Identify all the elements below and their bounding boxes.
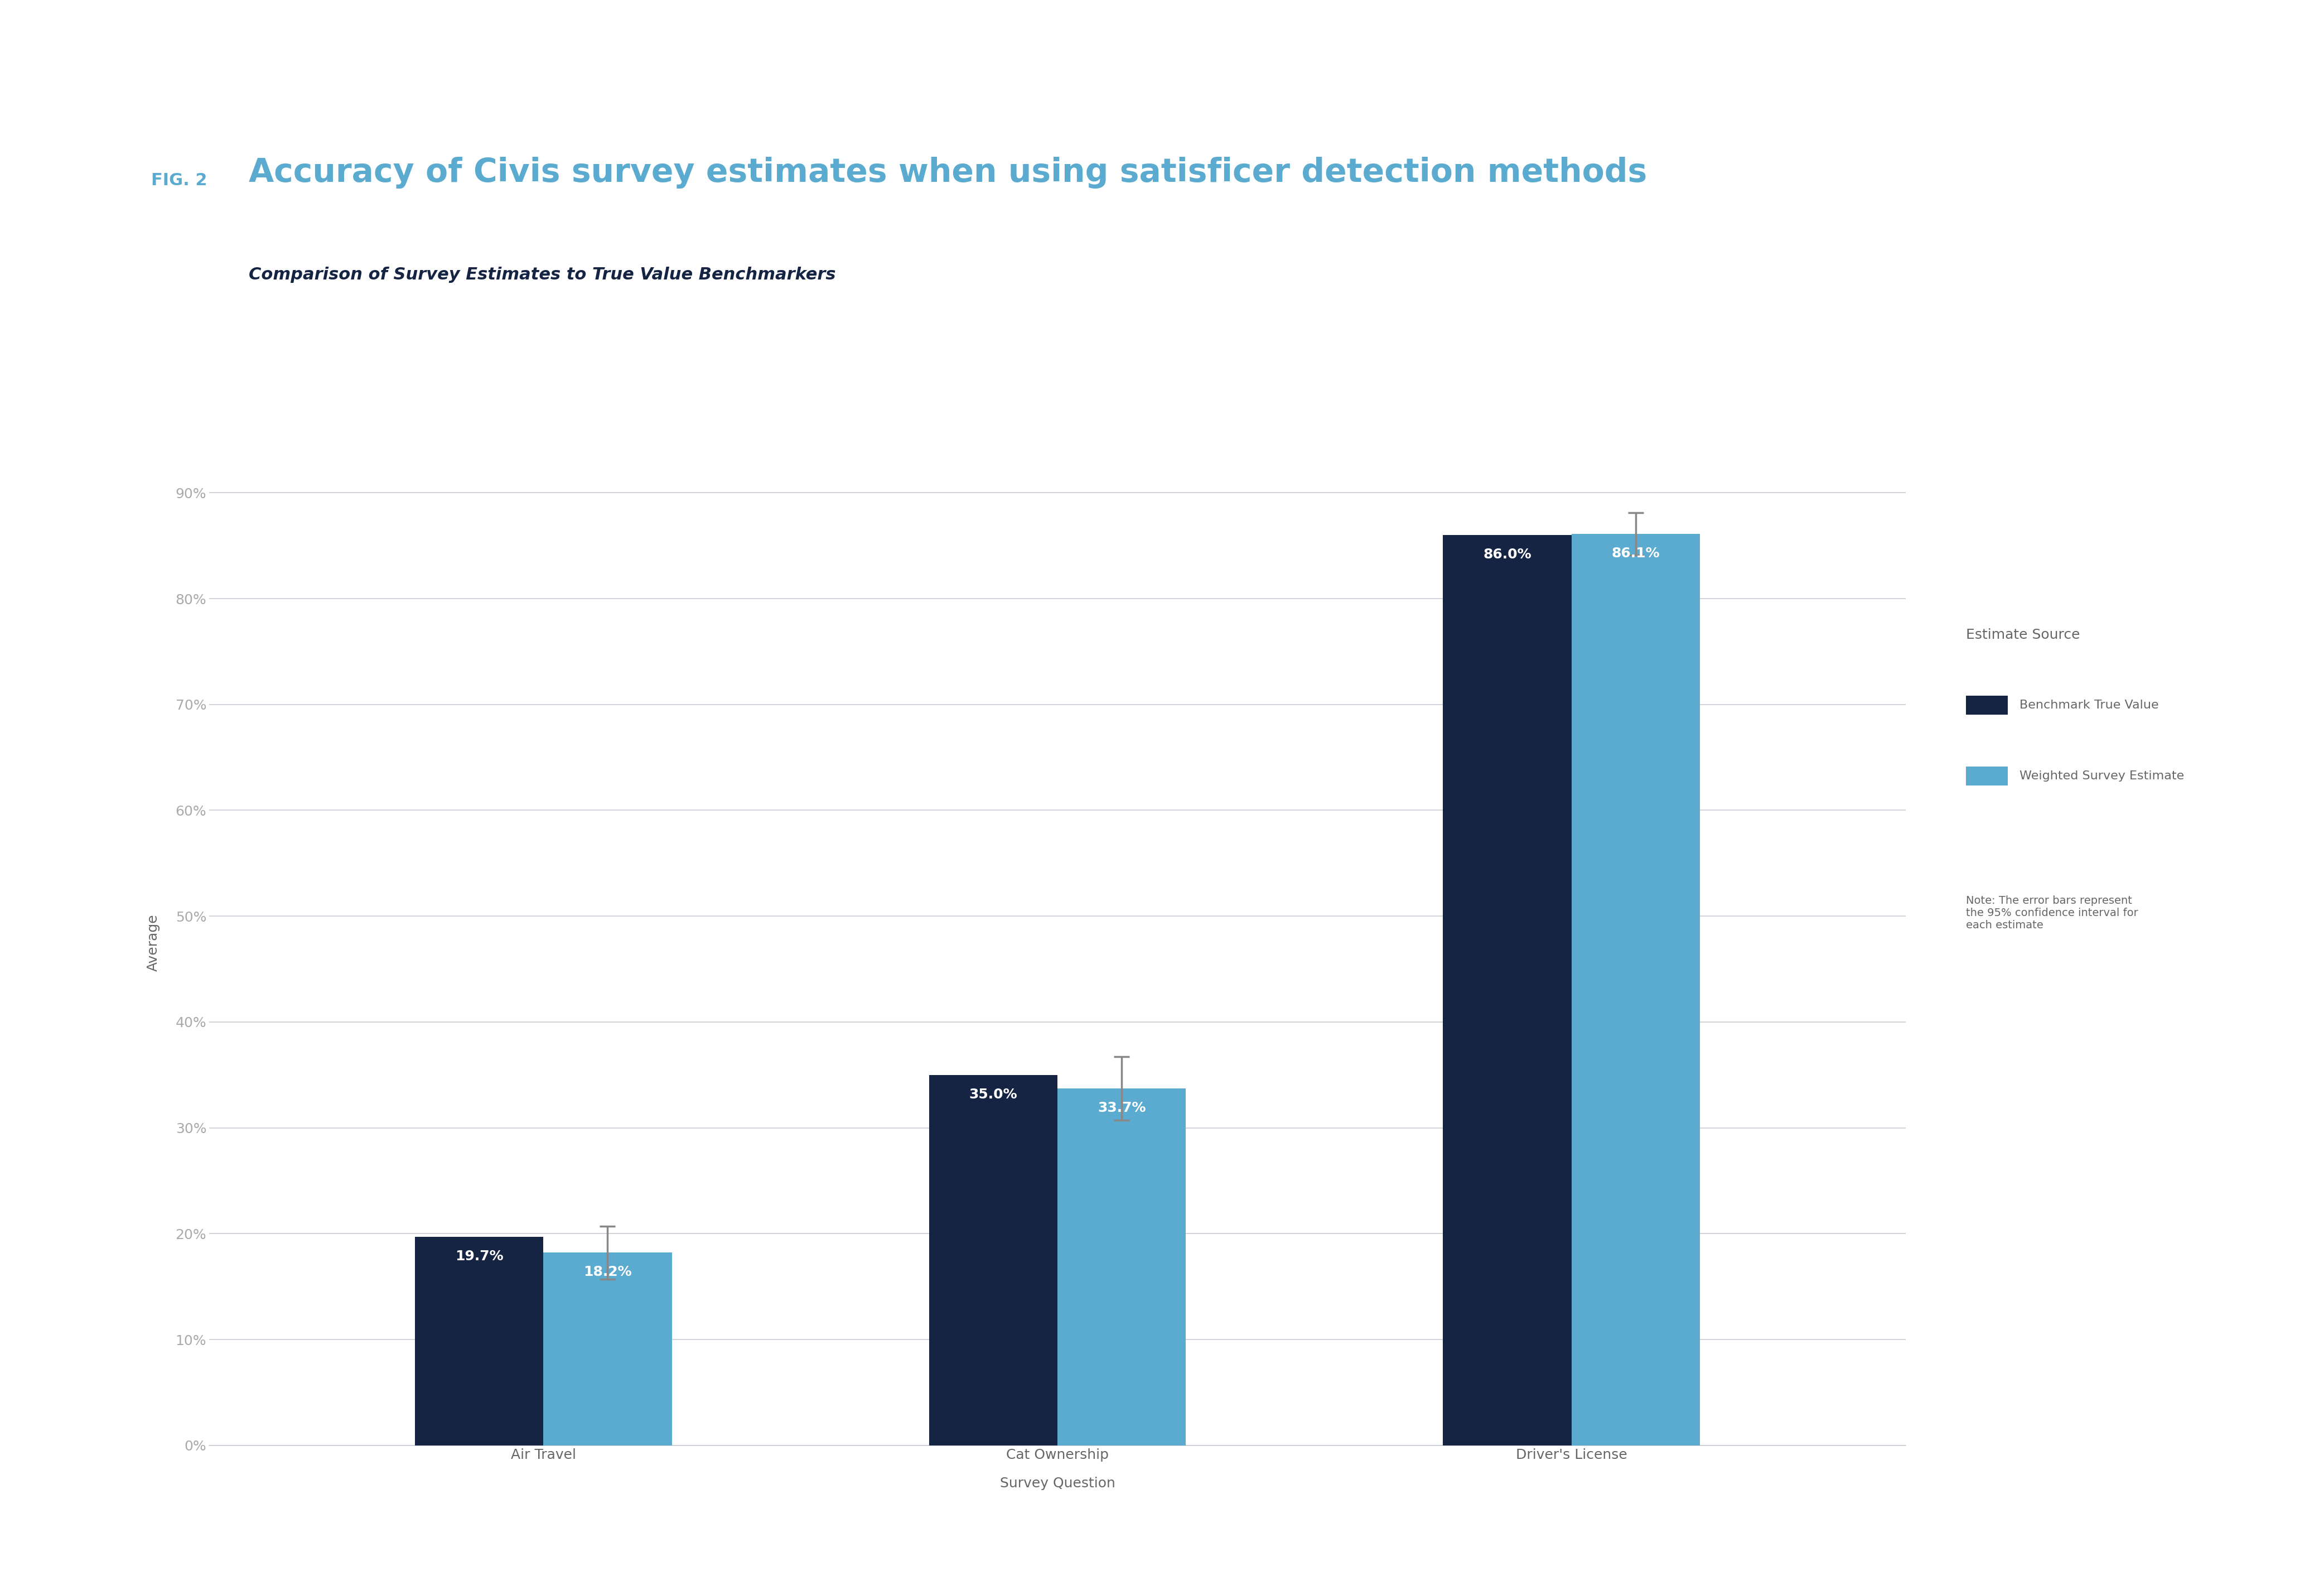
Text: Weighted Survey Estimate: Weighted Survey Estimate [2020, 770, 2185, 782]
Bar [930, 1075, 1057, 1445]
Text: FIG. 2: FIG. 2 [151, 173, 207, 189]
Y-axis label: Average: Average [146, 914, 160, 971]
Text: Accuracy of Civis survey estimates when using satisficer detection methods: Accuracy of Civis survey estimates when … [249, 157, 1648, 189]
Bar [1443, 536, 1571, 1445]
Text: 18.2%: 18.2% [583, 1265, 632, 1279]
Bar [1057, 1089, 1185, 1445]
Text: 86.1%: 86.1% [1611, 547, 1659, 561]
Text: 86.0%: 86.0% [1483, 548, 1532, 561]
Bar [414, 1236, 544, 1445]
Text: Note: The error bars represent
the 95% confidence interval for
each estimate: Note: The error bars represent the 95% c… [1966, 895, 2138, 930]
Text: 33.7%: 33.7% [1097, 1101, 1146, 1115]
Text: Benchmark True Value: Benchmark True Value [2020, 699, 2159, 712]
X-axis label: Survey Question: Survey Question [999, 1477, 1116, 1491]
Bar [1571, 534, 1701, 1445]
Text: Comparison of Survey Estimates to True Value Benchmarkers: Comparison of Survey Estimates to True V… [249, 267, 837, 283]
Text: 35.0%: 35.0% [969, 1087, 1018, 1101]
Text: Estimate Source: Estimate Source [1966, 628, 2080, 643]
Text: 19.7%: 19.7% [456, 1249, 504, 1263]
Bar [544, 1252, 672, 1445]
